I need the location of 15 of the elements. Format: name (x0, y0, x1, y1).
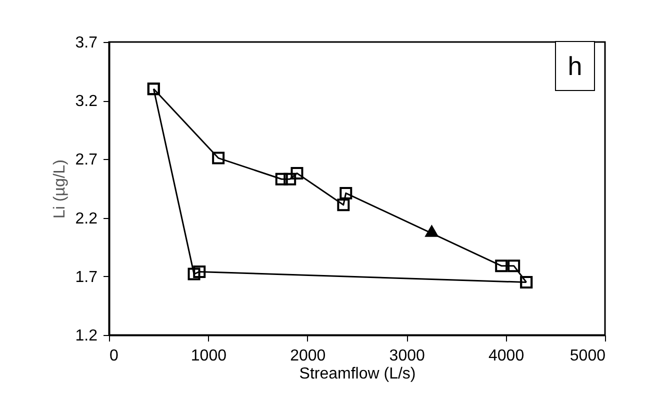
x-tick-label: 2000 (290, 348, 326, 364)
y-tick-label: 1.2 (75, 328, 98, 344)
y-tick-label: 1.7 (75, 268, 98, 286)
panel-letter: h (555, 41, 595, 91)
x-tick-label: 5000 (570, 348, 606, 364)
y-tick-label: 3.2 (75, 93, 98, 110)
x-tick-label: 4000 (488, 348, 524, 364)
x-axis-title: Streamflow (L/s) (299, 366, 416, 382)
y-tick-label: 2.7 (75, 152, 98, 169)
y-tick-label: 2.2 (75, 210, 98, 228)
y-axis-title: Li (µg/L) (51, 159, 68, 219)
x-tick-label: 0 (110, 348, 118, 364)
y-tick-label: 3.7 (75, 34, 98, 52)
x-tick-label: 1000 (190, 348, 227, 364)
x-tick-label: 3000 (389, 348, 425, 364)
